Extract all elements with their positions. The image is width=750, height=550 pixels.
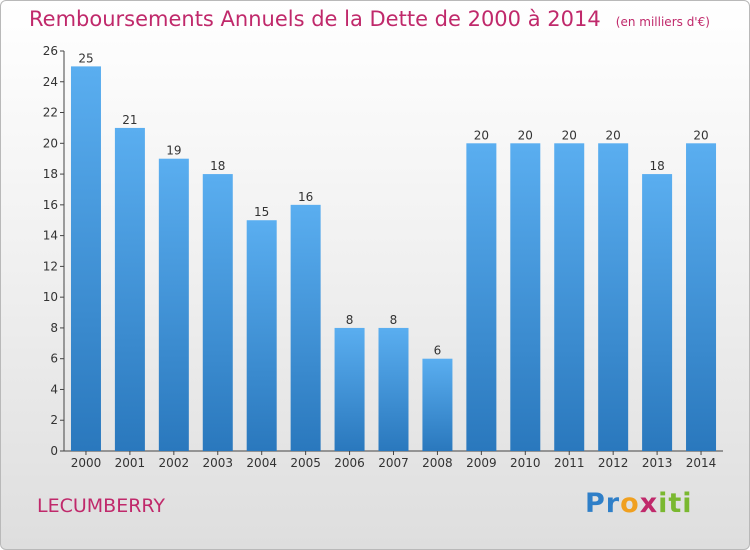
data-label-2004: 15 <box>254 205 269 219</box>
bar-2010 <box>510 143 541 452</box>
bar-series <box>70 66 717 452</box>
y-tick-label: 24 <box>43 75 58 89</box>
bar-2012 <box>598 143 629 452</box>
x-tick-label-2006: 2006 <box>334 456 365 470</box>
x-tick-label-2010: 2010 <box>510 456 541 470</box>
chart-unit: (en milliers d'€) <box>615 15 710 29</box>
bar-2005 <box>290 204 321 451</box>
data-label-2012: 20 <box>606 128 621 142</box>
commune-name: LECUMBERRY <box>37 495 165 517</box>
x-tick-label-2012: 2012 <box>598 456 629 470</box>
y-tick-label: 2 <box>50 413 58 427</box>
x-tick-label-2009: 2009 <box>466 456 497 470</box>
bar-2008 <box>422 358 453 451</box>
bar-2009 <box>466 143 497 452</box>
bar-2003 <box>202 174 233 452</box>
data-label-2002: 19 <box>166 144 181 158</box>
x-tick-label-2001: 2001 <box>115 456 146 470</box>
y-tick-label: 12 <box>43 259 58 273</box>
bar-2014 <box>686 143 717 452</box>
data-label-2001: 21 <box>122 113 137 127</box>
x-tick-label-2004: 2004 <box>246 456 277 470</box>
chart-title-row: Remboursements Annuels de la Dette de 20… <box>29 7 710 31</box>
x-tick-label-2014: 2014 <box>686 456 717 470</box>
logo-letter: r <box>605 488 621 519</box>
x-axis: 2000 2001 2002 2003 2004 2005 2006 2007 2008 2009… <box>64 450 723 470</box>
y-tick-label: 22 <box>43 106 58 120</box>
x-tick-label-2003: 2003 <box>202 456 233 470</box>
bar-2000 <box>70 66 101 451</box>
x-tick-label-2005: 2005 <box>290 456 321 470</box>
bar-2007 <box>378 327 409 451</box>
y-tick-label: 18 <box>43 167 58 181</box>
logo-letter: i <box>682 488 693 519</box>
data-label-2006: 8 <box>346 313 354 327</box>
x-tick-label-2007: 2007 <box>378 456 409 470</box>
bar-2002 <box>158 158 189 451</box>
logo-letter: x <box>639 488 659 519</box>
bar-2004 <box>246 220 277 451</box>
data-label-2000: 25 <box>78 51 93 65</box>
data-label-2003: 18 <box>210 159 225 173</box>
logo-letter: t <box>668 488 683 519</box>
y-tick-label: 14 <box>43 229 58 243</box>
bar-2001 <box>114 127 145 451</box>
x-tick-label-2000: 2000 <box>71 456 102 470</box>
y-tick-label: 4 <box>50 382 58 396</box>
y-tick-label: 0 <box>50 444 58 458</box>
data-label-2014: 20 <box>693 128 708 142</box>
data-label-2010: 20 <box>518 128 533 142</box>
y-tick-label: 10 <box>43 290 58 304</box>
logo-letter: P <box>585 488 606 519</box>
data-labels: 25 21 19 18 15 16 8 8 6 20 20 20 20 18 20 <box>78 51 708 357</box>
logo-letter: i <box>658 488 669 519</box>
bar-2006 <box>334 327 365 451</box>
y-tick-label: 8 <box>50 321 58 335</box>
bar-2011 <box>554 143 585 452</box>
y-tick-label: 16 <box>43 198 58 212</box>
x-tick-label-2013: 2013 <box>642 456 673 470</box>
y-tick-label: 6 <box>50 352 58 366</box>
x-tick-label-2008: 2008 <box>422 456 453 470</box>
data-label-2005: 16 <box>298 190 313 204</box>
data-label-2008: 6 <box>434 344 442 358</box>
y-tick-label: 20 <box>43 136 58 150</box>
x-tick-label-2002: 2002 <box>159 456 190 470</box>
data-label-2013: 18 <box>649 159 664 173</box>
data-label-2011: 20 <box>562 128 577 142</box>
data-label-2007: 8 <box>390 313 398 327</box>
chart-title: Remboursements Annuels de la Dette de 20… <box>29 7 601 31</box>
proxiti-logo: Proxiti <box>585 488 693 519</box>
bar-2013 <box>642 174 673 452</box>
logo-letter: o <box>620 488 640 519</box>
y-tick-label: 26 <box>43 44 58 58</box>
data-label-2009: 20 <box>474 128 489 142</box>
x-tick-label-2011: 2011 <box>554 456 585 470</box>
